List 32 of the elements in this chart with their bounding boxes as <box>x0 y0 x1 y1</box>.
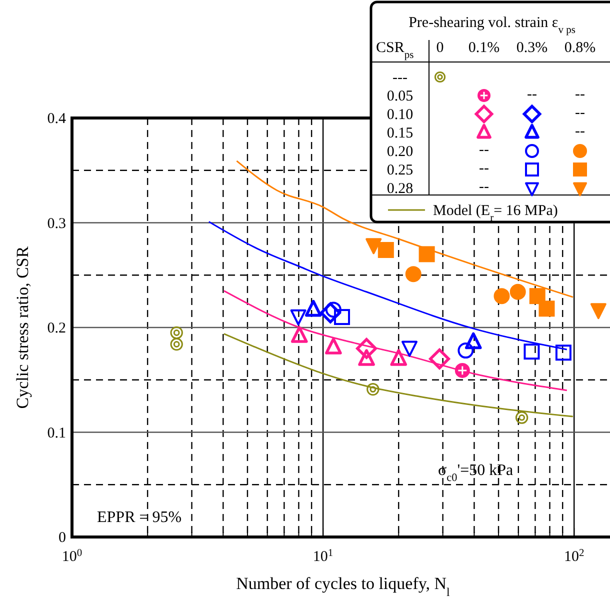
annotation: -- <box>479 142 489 158</box>
annotation: -- <box>479 160 489 176</box>
text: CSR$_{ps}$ <box>376 40 414 60</box>
text: --- <box>392 70 408 86</box>
text: 0.05 <box>386 88 414 104</box>
annotation: -- <box>575 124 585 140</box>
text: Pre-shearing vol. strain ε$_{v ps}$ <box>408 15 576 36</box>
text: 0.1% <box>468 40 500 56</box>
y-tick-label: 0.4 <box>47 111 66 127</box>
y-tick-label: 0.3 <box>47 216 66 232</box>
y-tick-label: 0.2 <box>47 320 66 336</box>
x-tick-label: 10$^{2}$ <box>564 548 584 565</box>
annotation: σ$_{c0}$'=50 kPa <box>438 462 514 484</box>
y-axis-title: Cyclic stress ratio, CSR <box>13 246 32 409</box>
annotation: 0.20 <box>386 144 414 160</box>
x-axis-title: Number of cycles to liquefy, N$_{l}$ <box>236 574 451 599</box>
y-tick-label: 0 <box>58 530 66 546</box>
annotation: -- <box>575 105 585 121</box>
annotation: 0.15 <box>386 126 414 142</box>
legend-label: Model (E$_{r}$= 16 MPa) <box>433 203 558 224</box>
annotation: 0.25 <box>386 162 414 178</box>
text: -- <box>575 86 585 102</box>
x-tick-label: 10$^{1}$ <box>312 548 334 565</box>
y-tick-label: 0.1 <box>47 425 66 442</box>
text: 0 <box>436 40 444 56</box>
annotation: 0.10 <box>386 107 414 123</box>
annotation: -- <box>479 179 489 195</box>
text: 0.8% <box>564 40 596 56</box>
x-tick-label: 10$^{0}$ <box>62 548 82 565</box>
annotation: 0.28 <box>386 181 414 197</box>
text: -- <box>527 86 537 102</box>
text: 0.3% <box>516 40 548 56</box>
